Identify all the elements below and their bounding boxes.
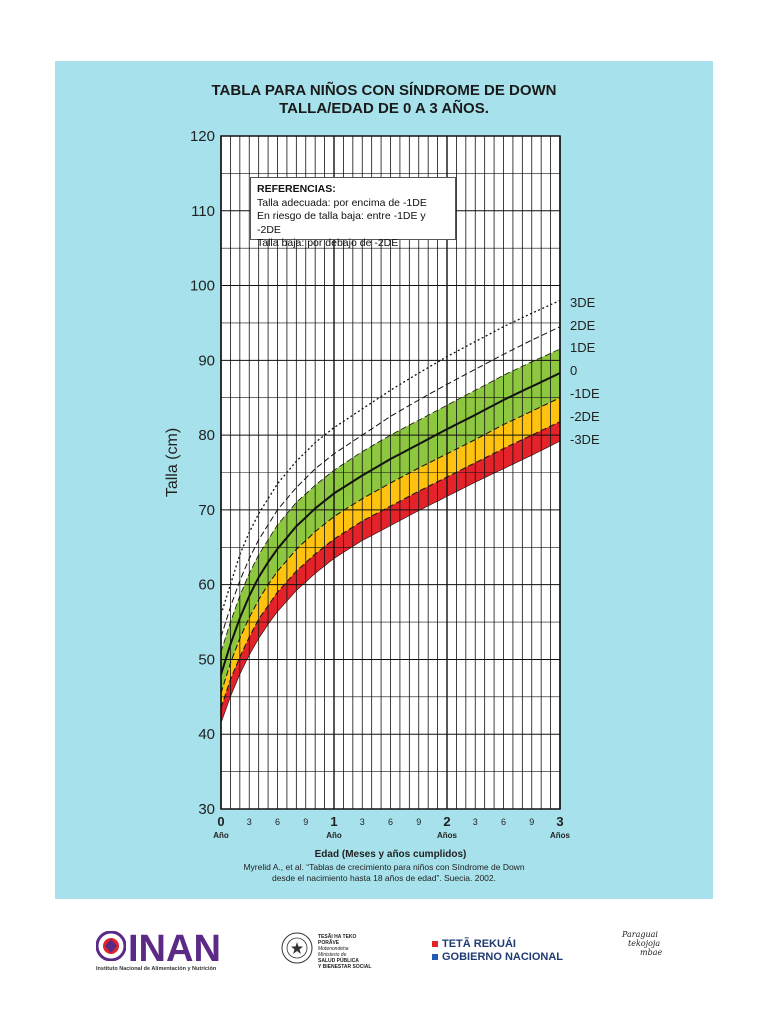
series-label-3DE: 3DE [570, 295, 596, 310]
band-risk-yellow [221, 397, 560, 708]
y-tick-label: 40 [198, 726, 215, 743]
x-tick-label: 6 [275, 817, 280, 827]
y-tick-label: 50 [198, 651, 215, 668]
x-tick-label: 9 [416, 817, 421, 827]
slogan-logo: Paraguai tekojoja mbae [622, 930, 682, 957]
x-tick-label: 6 [388, 817, 393, 827]
red-square-icon [432, 941, 438, 948]
plot-border [220, 135, 561, 810]
ministry-text: TESÃI HA TEKO PORÃVE Motenondeha Ministe… [318, 934, 398, 970]
x-major-tick-label: 2 [443, 814, 450, 829]
x-major-unit-label: Año [326, 831, 342, 840]
y-axis-label: Talla (cm) [164, 428, 181, 497]
x-major-tick-label: 3 [556, 814, 563, 829]
ministry-seal-icon [281, 932, 313, 964]
series-label--2DE: -2DE [570, 409, 600, 424]
citation-line1: Myrelid A., et al. “Tablas de crecimient… [243, 862, 525, 872]
x-major-unit-label: Años [437, 831, 458, 840]
gov-line1: TETÃ REKUÁI [442, 938, 516, 950]
inan-full-name: Instituto Nacional de Alimentación y Nut… [96, 966, 217, 972]
y-tick-label: 120 [190, 128, 215, 145]
x-axis-label: Edad (Meses y años cumplidos) [315, 849, 467, 860]
citation-line2: desde el nacimiento hasta 18 años de eda… [272, 873, 496, 883]
y-tick-label: 30 [198, 801, 215, 818]
series-label--1DE: -1DE [570, 386, 600, 401]
ministry-line3: Motenondeha [318, 946, 349, 952]
citation: Myrelid A., et al. “Tablas de crecimient… [200, 862, 568, 884]
y-tick-label: 100 [190, 278, 215, 295]
series-line-2DE [220, 326, 561, 638]
x-tick-label: 3 [360, 817, 365, 827]
series-line--1DE [220, 397, 561, 694]
series-line--3DE [220, 440, 561, 724]
y-tick-label: 80 [198, 427, 215, 444]
slogan-line1: Paraguai [622, 930, 658, 939]
series-label-0: 0 [570, 363, 577, 378]
references-heading: REFERENCIAS: [257, 183, 336, 195]
x-major-unit-label: Año [213, 831, 229, 840]
inan-logo-icon [96, 931, 126, 961]
y-tick-label: 90 [198, 352, 215, 369]
ministry-line6: Y BIENESTAR SOCIAL [318, 964, 372, 970]
series-label-1DE: 1DE [570, 340, 596, 355]
chart-title-line1: TABLA PARA NIÑOS CON SÍNDROME DE DOWN [211, 82, 557, 99]
references-box: REFERENCIAS: Talla adecuada: por encima … [250, 177, 456, 249]
x-tick-label: 9 [529, 817, 534, 827]
government-logo: TETÃ REKUÁI GOBIERNO NACIONAL [432, 938, 563, 964]
x-tick-label: 9 [303, 817, 308, 827]
x-major-tick-label: 1 [330, 814, 337, 829]
y-tick-label: 110 [191, 203, 215, 220]
blue-square-icon [432, 954, 438, 961]
slogan-line3: mbae [640, 948, 663, 957]
x-major-tick-label: 0 [217, 814, 224, 829]
series-label-2DE: 2DE [570, 318, 596, 333]
ministry-line4: Ministerio de [318, 952, 347, 958]
x-tick-label: 3 [473, 817, 478, 827]
series-line-1DE [220, 348, 561, 653]
x-major-unit-label: Años [550, 831, 571, 840]
reference-short: Talla baja: por debajo de -2DE [257, 237, 399, 249]
series-line--2DE [220, 421, 561, 709]
x-tick-label: 3 [247, 817, 252, 827]
inan-name: INAN [128, 928, 221, 970]
y-tick-label: 60 [198, 577, 215, 594]
reference-risk: En riesgo de talla baja: entre -1DE y -2… [257, 210, 426, 236]
ministry-line5: SALUD PÚBLICA [318, 958, 359, 964]
series-label--3DE: -3DE [570, 432, 600, 447]
gov-line2: GOBIERNO NACIONAL [442, 951, 563, 963]
ministry-line1: TESÃI HA TEKO [318, 934, 357, 940]
reference-adequate: Talla adecuada: por encima de -1DE [257, 196, 427, 209]
ministry-line2: PORÃVE [318, 940, 340, 946]
band-short-red [221, 421, 560, 723]
chart-title-line2: TALLA/EDAD DE 0 A 3 AÑOS. [279, 100, 489, 117]
x-tick-label: 6 [501, 817, 506, 827]
series-line-0 [220, 372, 561, 675]
y-tick-label: 70 [198, 502, 215, 519]
slogan-line2: tekojoja [628, 939, 661, 948]
